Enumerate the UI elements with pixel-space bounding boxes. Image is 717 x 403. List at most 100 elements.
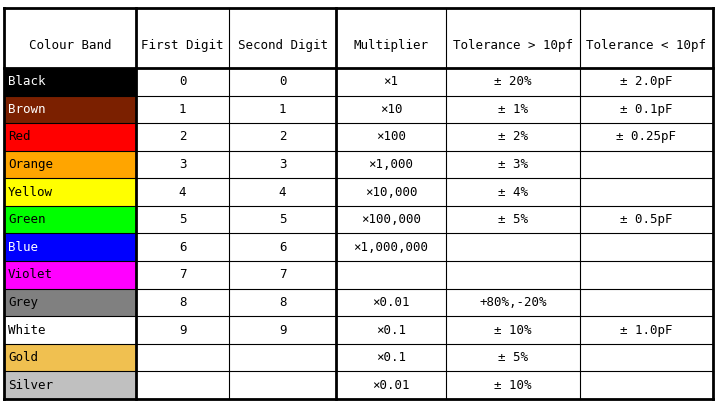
Bar (446, 96, 579, 123)
Text: ×100: ×100 (376, 131, 406, 143)
Text: Second Digit: Second Digit (237, 39, 328, 52)
Bar (136, 261, 229, 289)
Bar (336, 261, 446, 289)
Bar (446, 233, 579, 261)
Text: 3: 3 (179, 158, 186, 171)
Bar (4, 372, 136, 399)
Text: 9: 9 (279, 324, 286, 337)
Bar (229, 261, 336, 289)
Bar (579, 261, 713, 289)
Text: 5: 5 (179, 213, 186, 226)
Text: Tolerance > 10pf: Tolerance > 10pf (453, 39, 573, 52)
Text: Brown: Brown (8, 103, 45, 116)
Bar (229, 151, 336, 179)
Text: 7: 7 (279, 268, 286, 281)
Text: ± 3%: ± 3% (498, 158, 528, 171)
Bar (136, 68, 229, 96)
Bar (579, 316, 713, 344)
Text: ×0.01: ×0.01 (372, 296, 410, 309)
Bar (446, 68, 579, 96)
Text: White: White (8, 324, 45, 337)
Bar (579, 68, 713, 96)
Bar (136, 206, 229, 233)
Bar (4, 316, 136, 344)
Bar (336, 179, 446, 206)
Bar (579, 206, 713, 233)
Text: 7: 7 (179, 268, 186, 281)
Text: Grey: Grey (8, 296, 38, 309)
Text: Multiplier: Multiplier (353, 39, 429, 52)
Bar (136, 123, 229, 151)
Bar (136, 344, 229, 372)
Text: ×10: ×10 (380, 103, 402, 116)
Text: Yellow: Yellow (8, 186, 53, 199)
Text: 9: 9 (179, 324, 186, 337)
Text: 6: 6 (279, 241, 286, 254)
Bar (229, 316, 336, 344)
Text: ± 5%: ± 5% (498, 351, 528, 364)
Text: ± 0.5pF: ± 0.5pF (620, 213, 673, 226)
Text: 3: 3 (279, 158, 286, 171)
Text: ± 10%: ± 10% (494, 324, 531, 337)
Bar (4, 96, 136, 123)
Bar (446, 316, 579, 344)
Text: ± 4%: ± 4% (498, 186, 528, 199)
Bar (4, 233, 136, 261)
Text: ×100,000: ×100,000 (361, 213, 421, 226)
Text: 1: 1 (279, 103, 286, 116)
Bar (229, 233, 336, 261)
Bar (579, 344, 713, 372)
Text: ×1,000: ×1,000 (369, 158, 414, 171)
Text: 8: 8 (279, 296, 286, 309)
Text: ± 2%: ± 2% (498, 131, 528, 143)
Text: ×10,000: ×10,000 (365, 186, 417, 199)
Text: +80%,-20%: +80%,-20% (479, 296, 546, 309)
Bar (336, 68, 446, 96)
Text: 2: 2 (279, 131, 286, 143)
Bar (4, 344, 136, 372)
Text: Violet: Violet (8, 268, 53, 281)
Bar (229, 123, 336, 151)
Bar (136, 316, 229, 344)
Text: ×0.1: ×0.1 (376, 351, 406, 364)
Text: Tolerance < 10pf: Tolerance < 10pf (587, 39, 706, 52)
Bar (579, 233, 713, 261)
Bar (136, 179, 229, 206)
Bar (136, 289, 229, 316)
Bar (136, 96, 229, 123)
Bar (336, 344, 446, 372)
Bar (336, 151, 446, 179)
Bar (579, 289, 713, 316)
Text: ×1: ×1 (384, 75, 399, 88)
Bar (136, 233, 229, 261)
Text: Green: Green (8, 213, 45, 226)
Bar (4, 289, 136, 316)
Text: 0: 0 (179, 75, 186, 88)
Text: Red: Red (8, 131, 31, 143)
Bar (446, 261, 579, 289)
Bar (4, 261, 136, 289)
Text: ×1,000,000: ×1,000,000 (353, 241, 429, 254)
Text: ± 1%: ± 1% (498, 103, 528, 116)
Text: 6: 6 (179, 241, 186, 254)
Text: ± 5%: ± 5% (498, 213, 528, 226)
Text: 4: 4 (279, 186, 286, 199)
Bar (229, 68, 336, 96)
Bar (336, 233, 446, 261)
Bar (336, 289, 446, 316)
Bar (336, 123, 446, 151)
Bar (446, 151, 579, 179)
Bar (4, 8, 713, 68)
Bar (579, 179, 713, 206)
Bar (446, 344, 579, 372)
Text: ± 0.25pF: ± 0.25pF (617, 131, 676, 143)
Text: Blue: Blue (8, 241, 38, 254)
Bar (4, 206, 136, 233)
Text: Colour Band: Colour Band (29, 39, 111, 52)
Bar (4, 151, 136, 179)
Text: ± 2.0pF: ± 2.0pF (620, 75, 673, 88)
Bar (579, 151, 713, 179)
Bar (136, 372, 229, 399)
Bar (229, 372, 336, 399)
Text: ± 20%: ± 20% (494, 75, 531, 88)
